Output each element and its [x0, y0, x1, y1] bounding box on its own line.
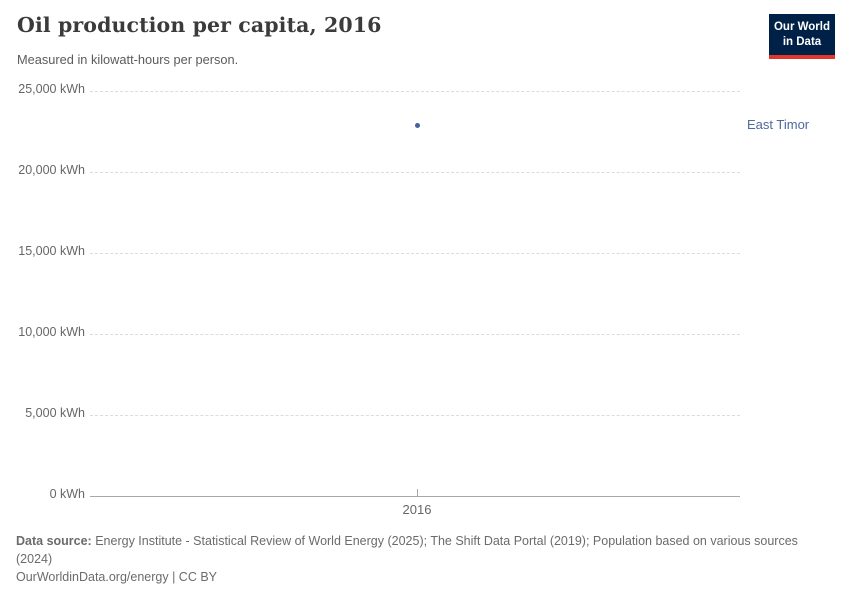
y-axis-tick-label: 20,000 kWh: [18, 163, 85, 177]
chart-footer: Data source: Energy Institute - Statisti…: [16, 532, 828, 586]
y-axis-tick-label: 25,000 kWh: [18, 82, 85, 96]
gridline: [90, 334, 740, 335]
gridline: [90, 172, 740, 173]
y-axis-tick-label: 5,000 kWh: [25, 406, 85, 420]
y-axis-tick-label: 0 kWh: [49, 487, 85, 501]
owid-logo: Our World in Data: [769, 14, 835, 59]
x-axis-tick: [417, 489, 418, 496]
gridline: [90, 415, 740, 416]
data-source-text: Energy Institute - Statistical Review of…: [16, 534, 798, 567]
gridline: [90, 91, 740, 92]
data-source-line: Data source: Energy Institute - Statisti…: [16, 532, 828, 568]
y-axis-tick-label: 15,000 kWh: [18, 244, 85, 258]
x-axis-line: [90, 496, 740, 497]
page-subtitle: Measured in kilowatt-hours per person.: [17, 52, 239, 67]
entity-label[interactable]: East Timor: [747, 116, 810, 132]
owid-logo-line2: in Data: [782, 35, 822, 48]
page-title: Oil production per capita, 2016: [17, 13, 382, 37]
owid-logo-line1: Our World: [773, 21, 830, 33]
x-axis-tick-label: 2016: [402, 502, 432, 517]
data-source-label: Data source:: [16, 534, 92, 548]
data-point-east-timor[interactable]: [414, 123, 420, 129]
gridline: [90, 253, 740, 254]
citation-line: OurWorldinData.org/energy | CC BY: [16, 570, 218, 585]
y-axis-tick-label: 10,000 kWh: [18, 325, 85, 339]
